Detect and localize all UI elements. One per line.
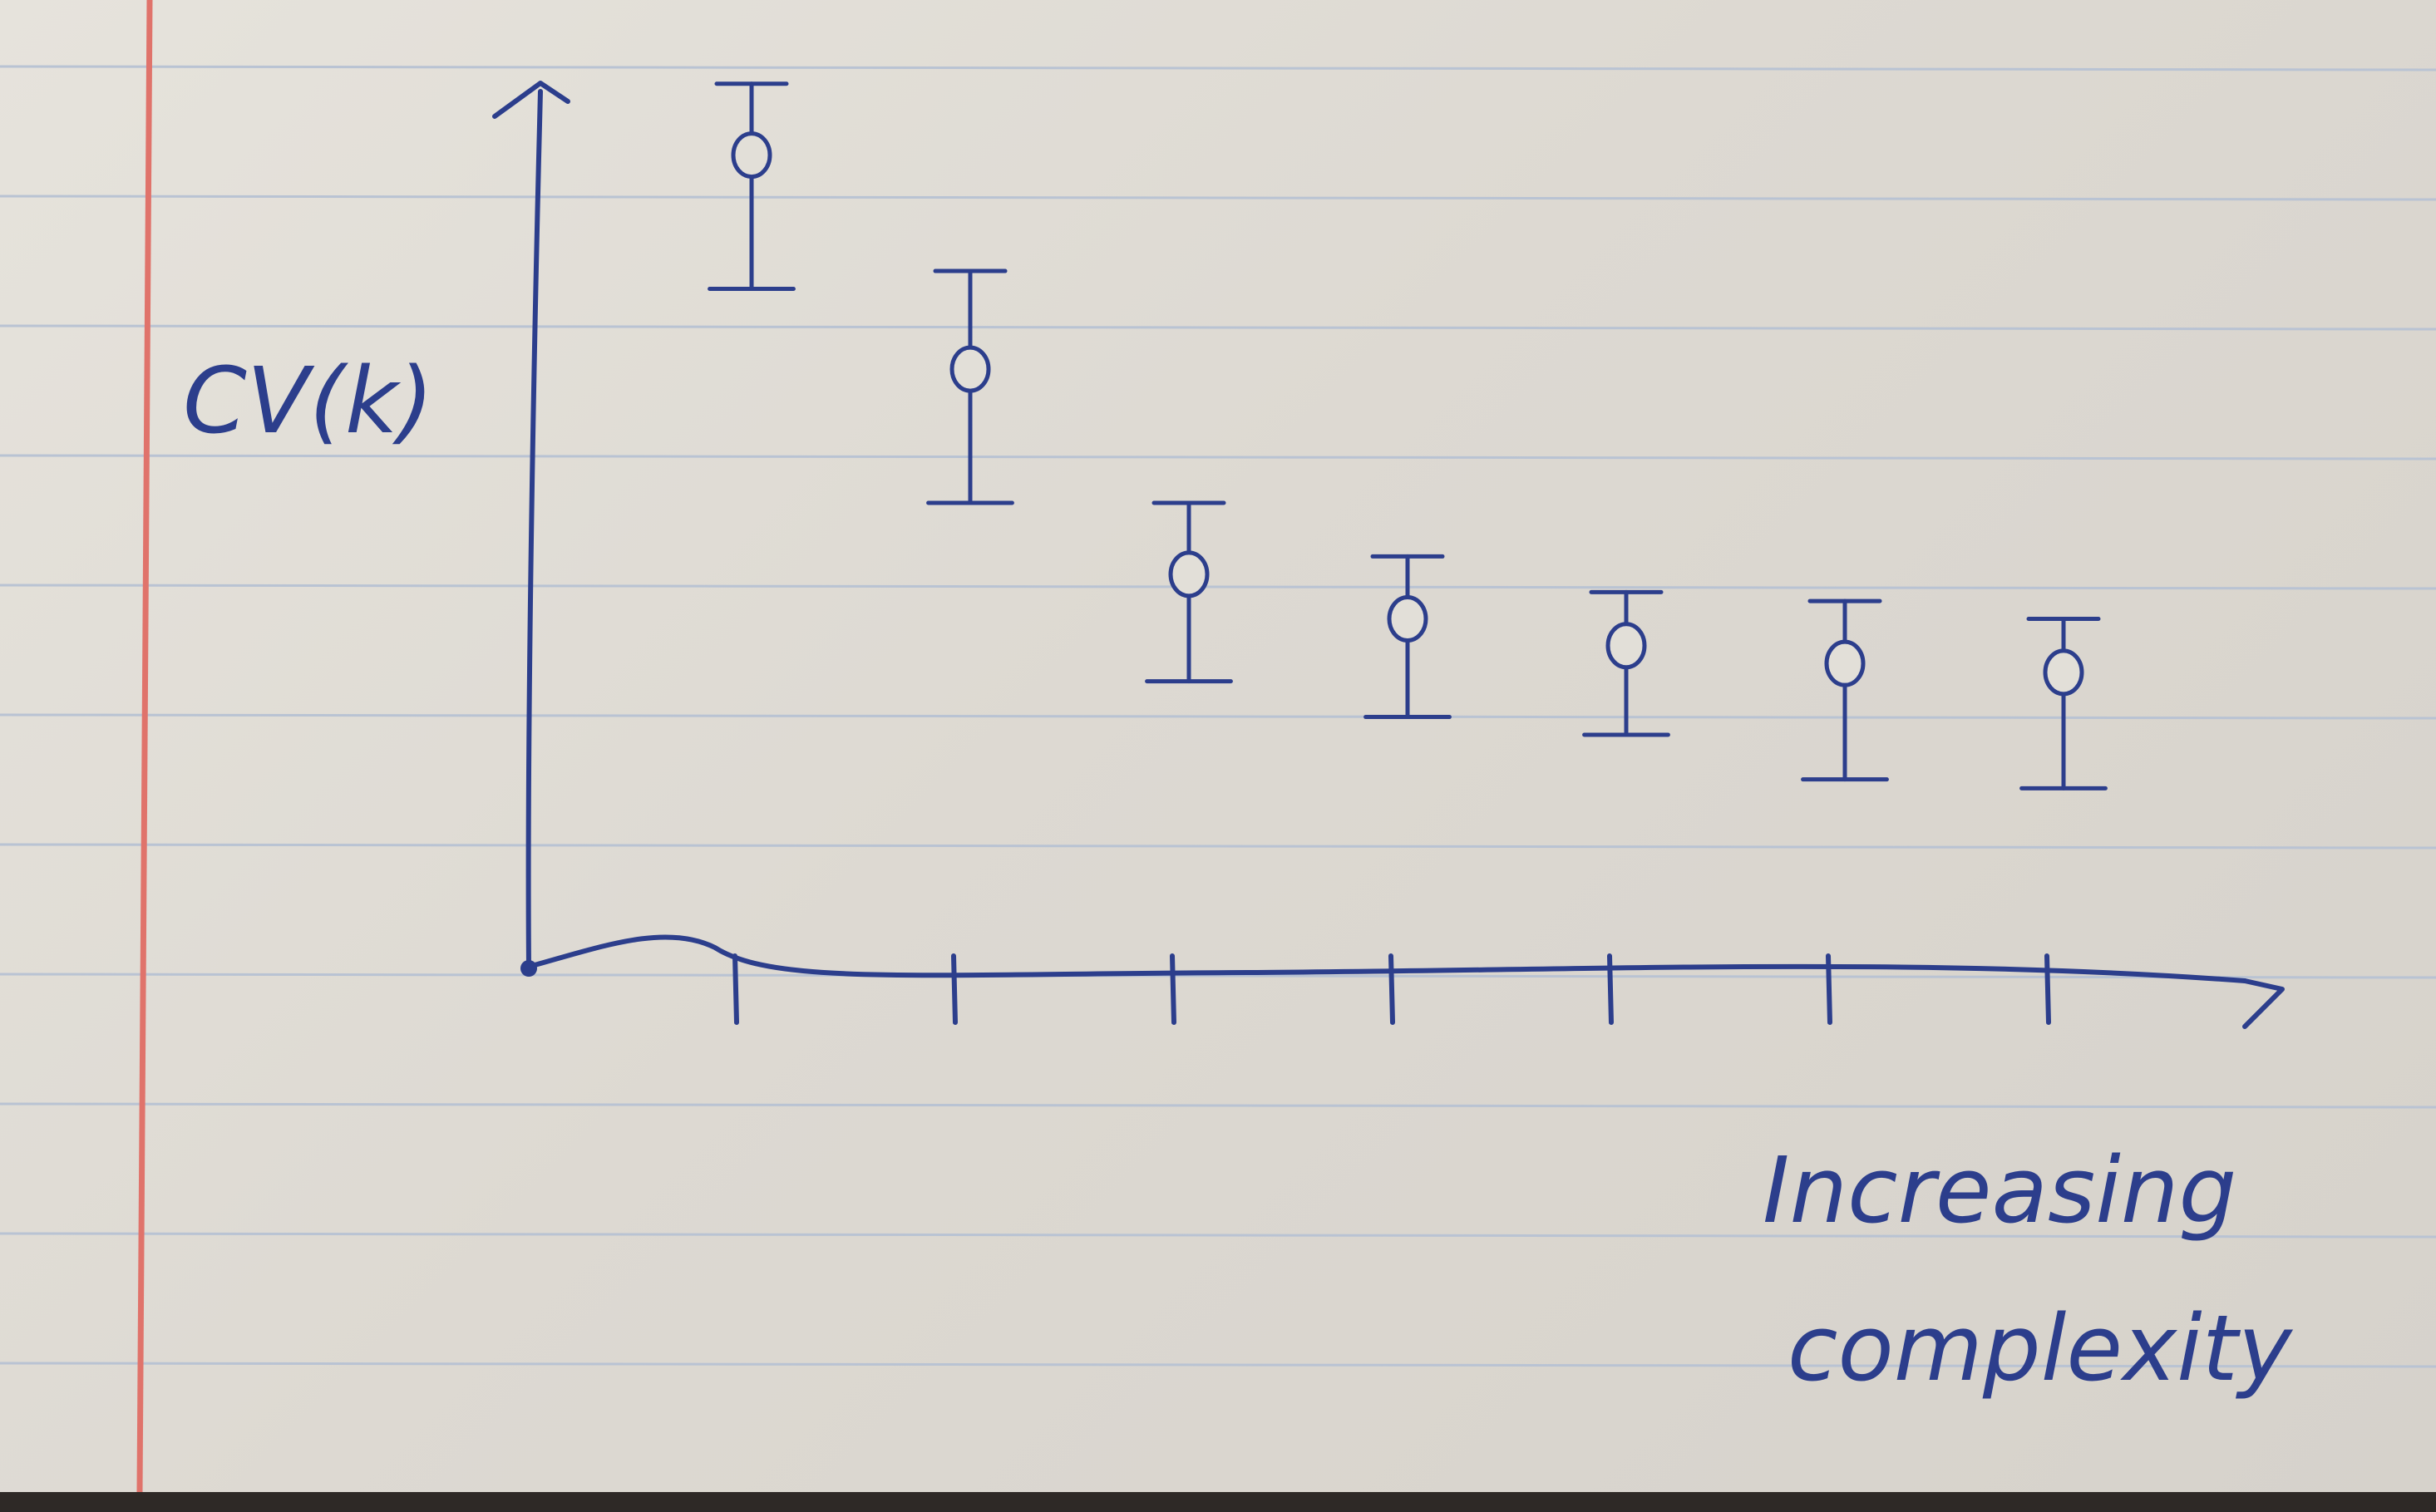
x-axis-label-line-1: Increasing (1763, 1137, 2236, 1244)
margin-line (136, 0, 153, 1492)
data-point (1801, 598, 1889, 782)
x-tick (951, 953, 958, 1025)
data-point (926, 268, 1014, 505)
ruled-lines (0, 65, 2436, 1368)
x-tick (1388, 953, 1395, 1025)
ruled-line (0, 324, 2436, 331)
point-marker (1387, 595, 1428, 643)
point-marker (2043, 648, 2084, 697)
ruled-line (0, 1362, 2436, 1368)
x-axis-ticks (732, 953, 2051, 1025)
desk-edge (0, 1492, 2436, 1512)
ruled-line (0, 1232, 2436, 1239)
point-marker (1168, 550, 1210, 598)
y-axis-arrowhead (492, 81, 570, 119)
point-marker (949, 345, 991, 393)
y-axis (525, 89, 543, 969)
x-axis-label-line-2: complexity (1788, 1295, 2294, 1401)
ruled-line (0, 65, 2436, 71)
x-tick (2044, 953, 2051, 1025)
x-axis (526, 934, 2247, 983)
data-points (708, 81, 2108, 790)
ruled-line (0, 454, 2436, 460)
y-axis-label: CV(k) (183, 347, 434, 454)
ruled-line (0, 713, 2436, 720)
origin-dot (520, 960, 537, 977)
x-tick (732, 953, 739, 1025)
point-marker (731, 131, 772, 180)
ruled-line (0, 195, 2436, 201)
data-point (2019, 617, 2108, 790)
x-tick (1607, 953, 1614, 1025)
data-point (708, 81, 796, 292)
data-point (1145, 500, 1233, 684)
ruled-line (0, 843, 2436, 850)
point-marker (1824, 639, 1866, 687)
ruled-line (0, 584, 2436, 590)
chart-axes (492, 81, 2285, 1029)
x-tick (1170, 953, 1176, 1025)
point-marker (1605, 622, 1647, 670)
x-axis-arrowhead (2242, 978, 2285, 1029)
ruled-line (0, 1102, 2436, 1109)
data-point (1363, 554, 1452, 720)
data-point (1582, 589, 1670, 737)
ruled-line (0, 973, 2436, 979)
x-tick (1826, 953, 1832, 1025)
